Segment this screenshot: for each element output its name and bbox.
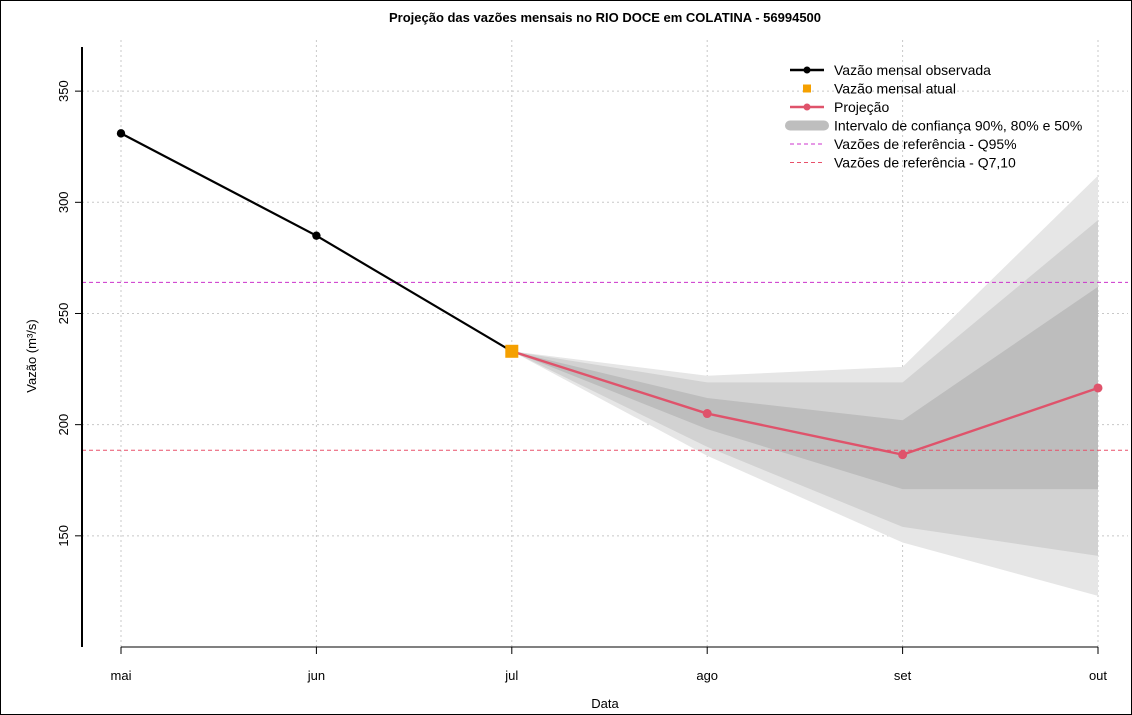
y-tick-label: 150 (56, 525, 71, 547)
x-tick-label: jul (504, 668, 518, 683)
current-month-marker (505, 344, 519, 358)
x-tick-label: out (1089, 668, 1107, 683)
reference-lines (82, 281, 1128, 451)
legend-label: Vazão mensal observada (834, 62, 991, 78)
projection-point (898, 450, 908, 460)
legend-symbol-current (803, 84, 811, 93)
projection-point (702, 409, 712, 419)
legend-symbol-projection-point (803, 103, 811, 111)
x-tick-label: jun (307, 668, 325, 683)
observed-point (312, 231, 321, 240)
projection-point (1093, 383, 1103, 393)
y-tick-label: 300 (56, 191, 71, 213)
legend-label: Projeção (834, 99, 889, 115)
confidence-bands (511, 175, 1098, 596)
axes: 150 200 250 300 350 mai jun jul ago set out (56, 47, 1107, 683)
chart-title: Projeção das vazões mensais no RIO DOCE … (389, 10, 821, 25)
legend-label: Vazões de referência - Q95% (834, 136, 1017, 152)
legend-label: Vazão mensal atual (834, 81, 956, 97)
legend-symbol-observed-point (803, 66, 811, 74)
y-axis-label: Vazão (m³/s) (24, 319, 39, 392)
legend-label: Vazões de referência - Q7,10 (834, 155, 1016, 171)
x-tick-label: mai (111, 668, 132, 683)
legend-label: Intervalo de confiança 90%, 80% e 50% (834, 118, 1082, 134)
legend: Vazão mensal observada Vazão mensal atual… (785, 62, 1082, 171)
x-tick-label: set (894, 668, 912, 683)
y-tick-label: 250 (56, 303, 71, 325)
x-tick-label: ago (696, 668, 718, 683)
data-series (116, 129, 1103, 460)
y-tick-label: 350 (56, 80, 71, 102)
y-tick-label: 200 (56, 414, 71, 436)
observed-point (116, 129, 126, 138)
projection-series-line (511, 350, 1099, 456)
x-axis-label: Data (591, 696, 619, 711)
